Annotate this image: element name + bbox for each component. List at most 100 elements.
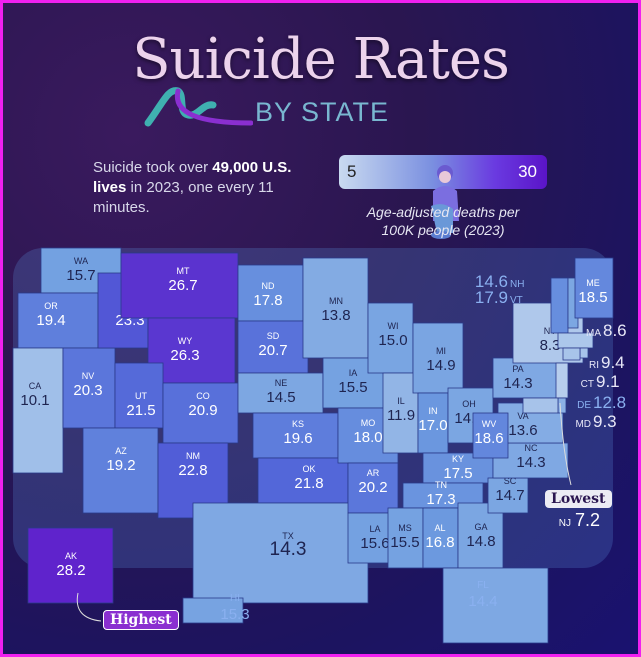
state-value: 15.5 [390,534,419,551]
state-abbr: VA [517,411,528,421]
state-abbr: SD [267,331,280,341]
state-shape [12,347,64,474]
page-title: Suicide Rates [132,27,510,92]
state-value: 15.6 [360,535,389,552]
state-value: 19.6 [283,430,312,447]
state-abbr: ND [262,281,275,291]
state-abbr: AK [65,551,77,561]
state-value: 22.8 [178,462,207,479]
state-abbr: OR [44,301,58,311]
state-shape [120,252,239,319]
state-value: 20.7 [258,342,287,359]
state-de: DE 12.8 [557,393,626,414]
state-abbr: AR [367,468,380,478]
state-abbr: WA [74,256,88,266]
state-value: 18.0 [353,429,382,446]
state-value: 8.3 [540,337,561,354]
state-abbr: LA [369,524,380,534]
state-shape [237,320,309,374]
state-value: 9.3 [593,412,617,431]
state-shape [555,362,569,399]
state-shape [574,257,614,319]
state-abbr: AL [434,523,445,533]
state-value: 13.6 [508,422,537,439]
state-abbr: MO [361,418,376,428]
state-abbr: CT [581,379,594,390]
state-abbr: IL [397,396,405,406]
state-value: 16.8 [425,534,454,551]
state-abbr: DE [577,400,591,411]
state-ma: MA 8.6 [557,321,627,349]
state-shape [487,477,529,514]
state-value: 21.8 [294,475,323,492]
us-choropleth-map: WA15.7OR19.4CA10.1NV20.3ID23.3MT26.7WY26… [12,247,627,644]
state-abbr: NE [275,378,288,388]
state-abbr: GA [474,522,487,532]
state-value: 18.5 [578,289,607,306]
state-abbr: MD [575,419,591,430]
state-shape [550,277,569,334]
state-shape [347,462,399,514]
state-abbr: WI [388,321,399,331]
state-abbr: RI [589,360,599,371]
state-shape [252,412,339,459]
state-shape [422,507,459,569]
state-value: 8.6 [603,321,627,340]
state-value: 14.9 [426,357,455,374]
state-value: 14.3 [270,539,307,560]
state-value: 15.0 [378,332,407,349]
state-value: 19.2 [106,457,135,474]
state-value: 7.2 [575,510,600,530]
state-abbr: OK [302,464,315,474]
state-fl: FL 14.4 [442,567,549,644]
state-abbr: IA [349,368,358,378]
state-shape [82,427,159,514]
state-md: MD 9.3 [522,397,617,431]
state-shape [557,397,567,414]
intro-text: Suicide took over 49,000 U.S. lives in 2… [93,159,292,216]
state-value: 13.8 [321,307,350,324]
state-abbr: MS [398,523,412,533]
state-abbr: ME [586,278,600,288]
state-shape [257,457,349,504]
state-value: 14.6 [475,272,508,291]
state-shape [472,412,509,459]
state-abbr: MT [177,266,190,276]
state-abbr: NC [525,443,538,453]
legend-caption: Age-adjusted deaths per 100K people (2023… [366,204,520,238]
awareness-ribbon-icon [144,87,253,127]
state-abbr: KY [452,454,464,464]
highest-badge: Highest [103,610,179,630]
state-abbr: TX [282,531,294,541]
state-value: 17.9 [475,288,508,307]
state-abbr: VT [510,295,523,306]
state-value: 14.3 [516,454,545,471]
state-abbr: KS [292,419,304,429]
state-value: 15.3 [220,606,249,623]
state-abbr: NJ [559,518,571,529]
state-abbr: IN [429,406,438,416]
state-abbr: HI [230,593,240,604]
state-shape [579,347,589,359]
state-value: 26.7 [168,277,197,294]
state-shape [182,597,244,624]
